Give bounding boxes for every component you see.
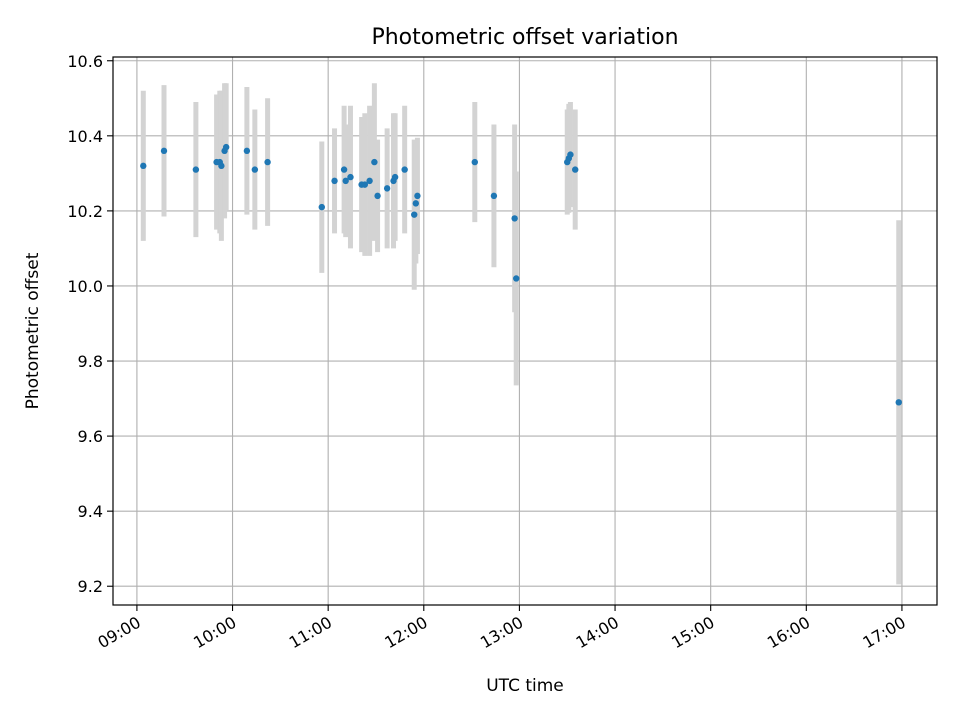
x-tick-label: 09:00 (94, 613, 143, 653)
y-tick-label: 9.4 (78, 502, 103, 521)
x-tick-label: 10:00 (190, 613, 239, 653)
y-tick-label: 10.4 (67, 127, 103, 146)
data-point (391, 173, 399, 181)
data-point (160, 147, 168, 155)
grid-lines (113, 57, 937, 605)
data-point (340, 166, 348, 173)
plot-area-frame (112, 56, 938, 606)
data-point (412, 200, 420, 207)
data-point (471, 158, 478, 166)
data-point (383, 185, 391, 192)
chart-title: Photometric offset variation (371, 25, 678, 50)
x-axis-ticks: 09:00 10:00 11:00 12:00 13:00 14:00 15:00 16:00… (94, 605, 909, 653)
data-point (331, 177, 338, 185)
data-point (490, 192, 498, 200)
y-tick-label: 10.2 (67, 202, 103, 221)
data-point (347, 173, 354, 181)
data-point (895, 399, 902, 406)
y-tick-label: 10.0 (67, 277, 103, 296)
y-tick-label: 9.2 (78, 577, 103, 596)
data-point (411, 211, 418, 218)
x-tick-label: 12:00 (381, 613, 430, 653)
data-point (318, 203, 325, 211)
data-point (192, 166, 200, 173)
data-point (414, 192, 421, 200)
y-axis-label: Photometric offset (23, 252, 43, 409)
data-point (366, 177, 373, 185)
x-tick-label: 14:00 (573, 613, 622, 653)
data-point (513, 275, 520, 282)
x-axis-label: UTC time (486, 676, 564, 696)
x-tick-label: 15:00 (668, 613, 717, 653)
x-tick-label: 17:00 (860, 613, 909, 653)
data-point (361, 181, 369, 188)
error-bars (140, 83, 902, 585)
data-point (251, 166, 259, 173)
data-point (572, 166, 579, 173)
y-axis-ticks: 9.2 9.4 9.6 9.8 10.0 10.2 10.4 10.6 (67, 52, 113, 596)
data-point (374, 192, 381, 200)
data-points (140, 143, 902, 406)
data-point (264, 158, 271, 166)
data-point (140, 162, 147, 170)
data-point (401, 166, 408, 173)
data-point (218, 162, 225, 170)
data-point (511, 215, 518, 222)
x-tick-label: 13:00 (477, 613, 526, 653)
x-tick-label: 11:00 (286, 613, 335, 653)
y-tick-label: 9.6 (78, 427, 103, 446)
y-tick-label: 10.6 (67, 52, 103, 71)
y-tick-label: 9.8 (78, 352, 103, 371)
data-point (342, 177, 349, 185)
data-point (371, 158, 378, 166)
data-point (222, 143, 230, 151)
x-tick-label: 16:00 (764, 613, 813, 653)
data-point (567, 151, 574, 158)
data-point (243, 147, 251, 155)
